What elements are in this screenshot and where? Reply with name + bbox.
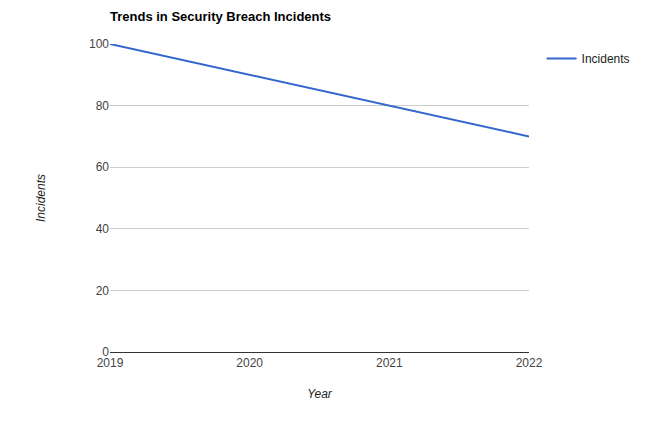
svg-text:80: 80 bbox=[96, 99, 110, 113]
svg-text:0: 0 bbox=[102, 345, 109, 359]
svg-text:2021: 2021 bbox=[376, 356, 403, 370]
svg-text:60: 60 bbox=[96, 160, 110, 174]
svg-text:2019: 2019 bbox=[97, 356, 124, 370]
svg-text:2022: 2022 bbox=[516, 356, 543, 370]
svg-text:Incidents: Incidents bbox=[34, 174, 48, 222]
svg-text:Trends in Security Breach Inci: Trends in Security Breach Incidents bbox=[110, 9, 331, 24]
svg-text:100: 100 bbox=[89, 37, 109, 51]
svg-text:Year: Year bbox=[307, 387, 333, 401]
svg-text:40: 40 bbox=[96, 222, 110, 236]
svg-text:Incidents: Incidents bbox=[582, 52, 630, 66]
svg-text:20: 20 bbox=[96, 284, 110, 298]
svg-text:2020: 2020 bbox=[236, 356, 263, 370]
